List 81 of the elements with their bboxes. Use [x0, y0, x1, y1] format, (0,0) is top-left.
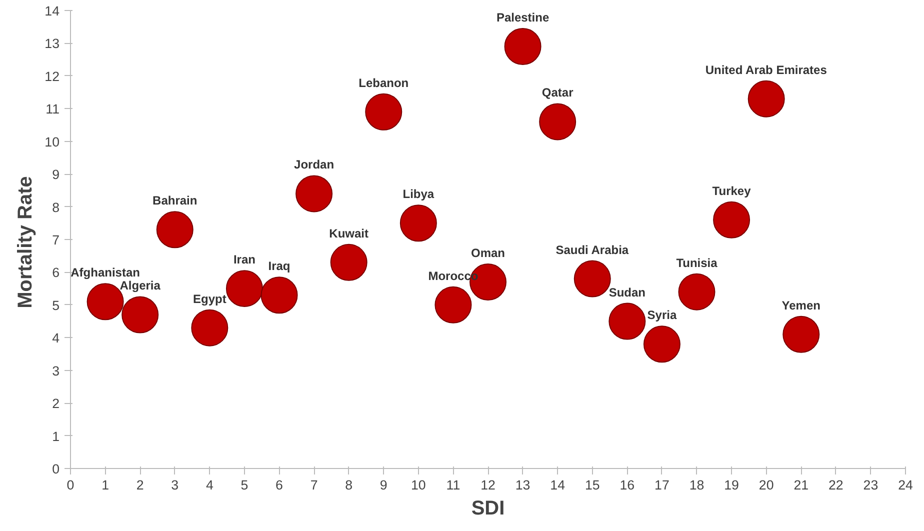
annotation: Algeria: [120, 278, 161, 293]
point: [400, 204, 437, 242]
x-tick-label: 21: [794, 478, 809, 492]
x-tick-label: 24: [898, 478, 914, 492]
y-tick-label: 4: [52, 330, 60, 346]
point: [504, 28, 542, 65]
annotation: Libya: [402, 187, 434, 202]
y-tick-label: 12: [44, 68, 60, 84]
annotation: Bahrain: [152, 194, 198, 208]
point: [782, 316, 820, 353]
point: [713, 201, 750, 238]
annotation: Afghanistan: [70, 266, 140, 280]
y-tick-label: 9: [52, 167, 60, 182]
annotation: Iraq: [268, 259, 290, 274]
x-tick-label: 9: [380, 478, 388, 492]
annotation: Oman: [470, 246, 506, 260]
annotation: Lebanon: [358, 76, 409, 90]
y-tick-label: 5: [52, 298, 60, 313]
point: [365, 93, 402, 130]
x-tick-label: 22: [828, 478, 844, 492]
y-tick-label: 1: [52, 428, 60, 444]
y-tick-label: 2: [52, 396, 60, 412]
x-tick-label: 8: [345, 478, 353, 492]
annotation: Tunisia: [676, 256, 718, 270]
annotation: Egypt: [193, 292, 226, 306]
x-tick-label: 3: [171, 478, 179, 492]
point: [434, 286, 472, 324]
point: [330, 244, 368, 281]
point: [226, 270, 263, 308]
annotation: United Arab Emirates: [705, 62, 828, 77]
point: [748, 80, 785, 118]
point: [574, 260, 611, 298]
annotation: Syria: [647, 308, 677, 322]
annotation: Qatar: [542, 86, 574, 100]
x-axis-title: SDI: [471, 498, 505, 520]
x-tick-label: 6: [276, 478, 283, 492]
x-tick-label: 1: [102, 478, 110, 492]
x-tick-label: 15: [584, 478, 600, 492]
x-tick-label: 19: [724, 478, 739, 492]
point: [296, 175, 333, 212]
y-tick-label: 6: [52, 265, 60, 280]
annotation: Saudi Arabia: [556, 242, 629, 257]
x-tick-label: 11: [446, 478, 460, 492]
x-tick-label: 17: [654, 478, 670, 492]
y-tick-label: 13: [44, 36, 60, 52]
y-tick-label: 8: [52, 200, 60, 215]
annotation: Yemen: [782, 298, 820, 312]
x-tick-label: 18: [689, 478, 704, 492]
x-tick-label: 5: [240, 478, 248, 492]
y-tick-label: 14: [44, 4, 60, 18]
y-tick-label: 3: [52, 363, 60, 378]
point: [643, 326, 680, 363]
x-tick-label: 2: [136, 478, 144, 492]
x-tick-label: 10: [411, 478, 426, 492]
x-tick-label: 0: [66, 478, 74, 492]
x-tick-label: 4: [206, 478, 214, 492]
annotation: Turkey: [712, 184, 752, 198]
annotation: Iran: [233, 252, 256, 267]
annotation: Jordan: [294, 158, 334, 172]
x-tick-label: 23: [863, 478, 878, 492]
x-tick-label: 16: [620, 478, 635, 492]
point: [608, 302, 646, 340]
point: [191, 309, 228, 346]
y-tick-label: 11: [46, 102, 60, 117]
point: [156, 211, 194, 248]
y-axis-title: Mortality Rate: [14, 176, 37, 308]
x-tick-label: 7: [310, 478, 318, 492]
point: [122, 296, 159, 334]
annotation: Palestine: [496, 10, 550, 24]
x-tick-label: 12: [480, 478, 496, 492]
x-tick-label: 14: [550, 478, 566, 492]
annotation: Sudan: [608, 285, 646, 300]
x-tick-label: 20: [758, 478, 774, 492]
point: [539, 103, 576, 140]
point: [260, 276, 298, 314]
point: [678, 273, 716, 310]
y-tick-label: 10: [44, 134, 60, 150]
y-tick-label: 7: [52, 232, 60, 248]
annotation: Kuwait: [329, 226, 369, 240]
x-tick-label: 13: [515, 478, 530, 492]
y-tick-label: 0: [52, 462, 60, 476]
